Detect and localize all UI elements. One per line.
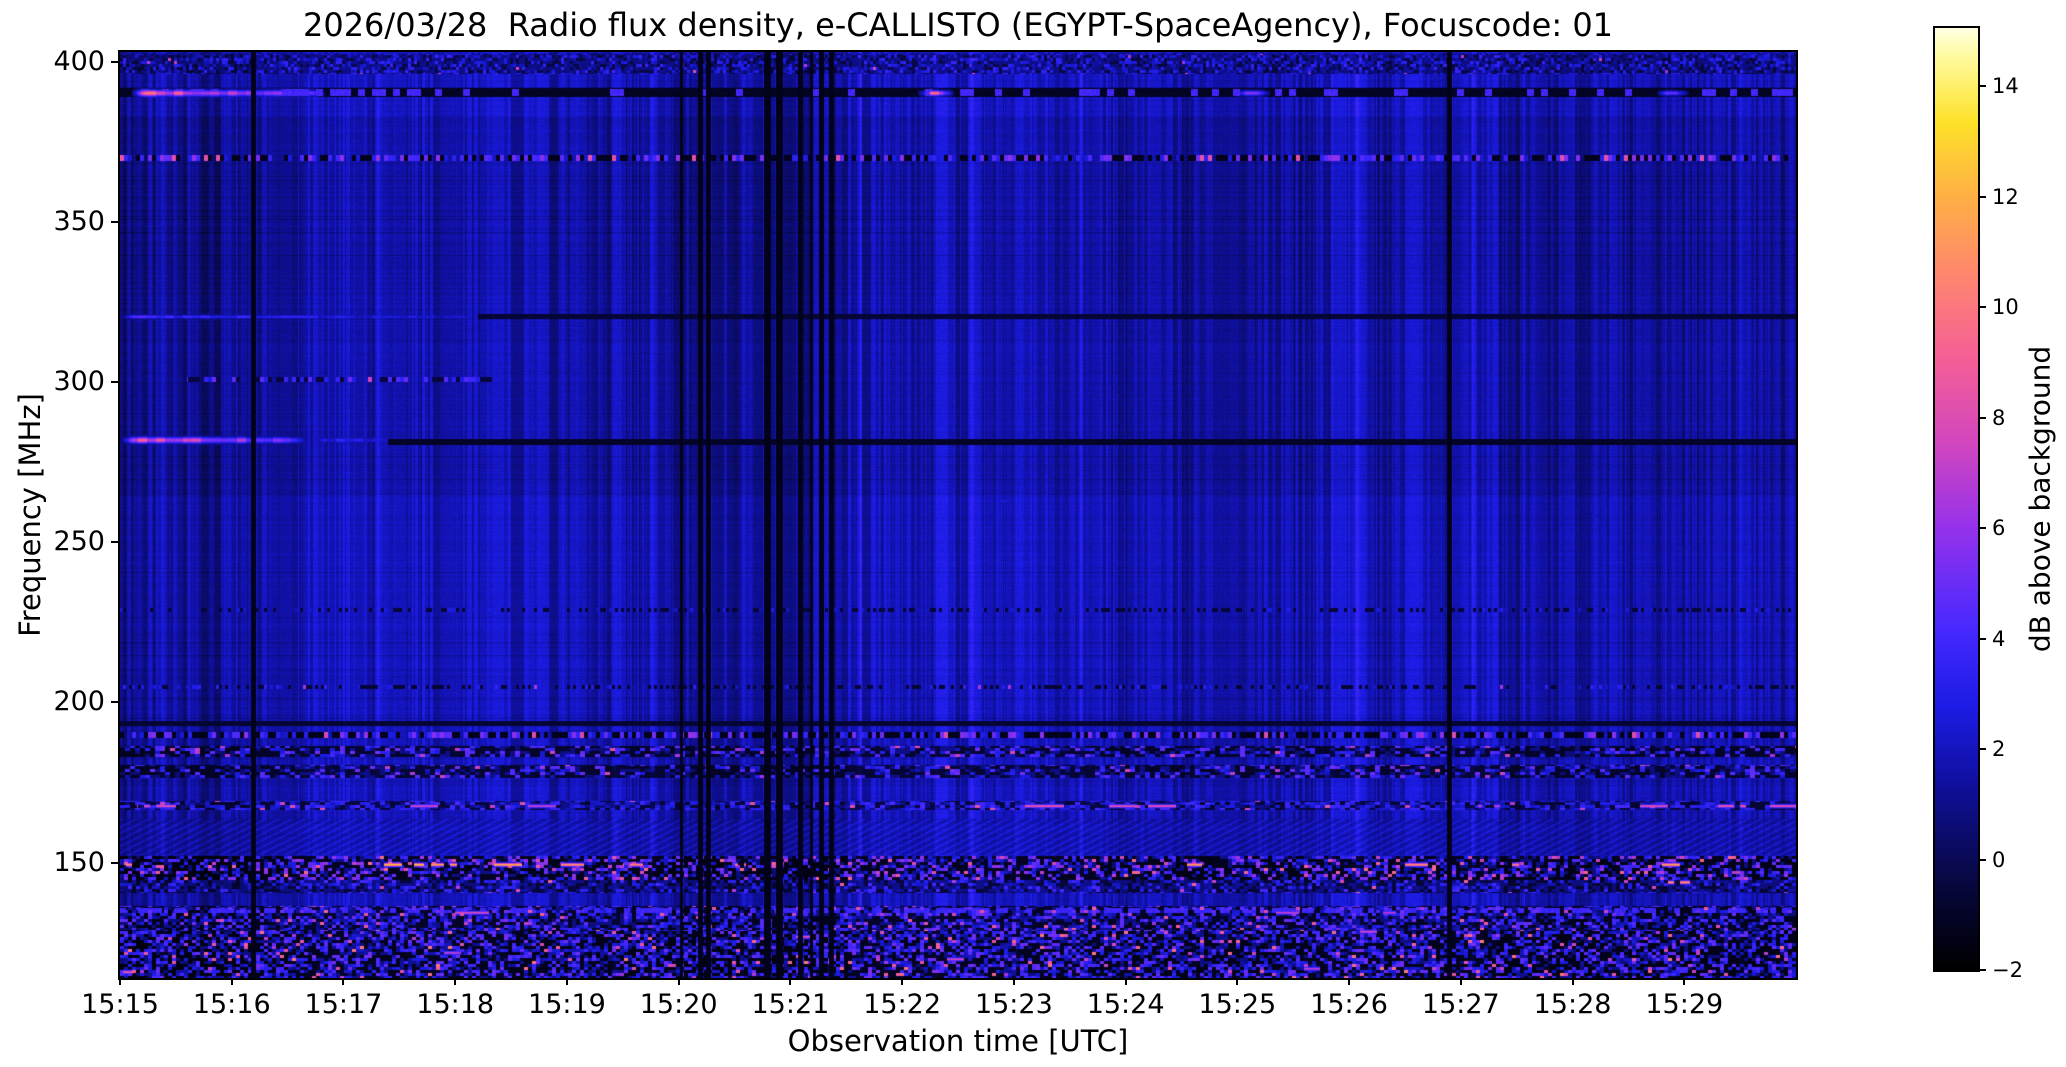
colorbar-tick-label: 8 — [1992, 405, 2006, 430]
x-axis-label: Observation time [UTC] — [787, 1024, 1129, 1058]
x-tick-label: 15:22 — [863, 989, 942, 1020]
x-tick-mark — [901, 978, 904, 985]
y-tick-mark — [111, 541, 118, 544]
colorbar-tick-mark — [1980, 969, 1986, 971]
y-axis-label: Frequency [MHz] — [13, 393, 47, 637]
colorbar-tick-mark — [1980, 748, 1986, 750]
x-tick-mark — [789, 978, 792, 985]
y-tick-mark — [111, 381, 118, 384]
x-tick-mark — [1348, 978, 1351, 985]
x-tick-label: 15:27 — [1421, 989, 1500, 1020]
x-tick-label: 15:23 — [974, 989, 1053, 1020]
colorbar-tick-mark — [1980, 637, 1986, 640]
x-tick-label: 15:28 — [1533, 989, 1612, 1020]
colorbar-tick-mark — [1980, 306, 1986, 308]
colorbar-tick-label: 0 — [1992, 847, 2006, 872]
x-tick-mark — [1012, 978, 1015, 985]
page-title: 2026/03/28 Radio flux density, e-CALLIST… — [302, 6, 1614, 44]
colorbar-tick-label: 2 — [1992, 737, 2006, 761]
colorbar-tick-label: −2 — [1992, 958, 2023, 982]
colorbar-tick-mark — [1980, 85, 1986, 87]
x-tick-mark — [1571, 978, 1574, 985]
y-tick-mark — [111, 701, 118, 704]
x-tick-mark — [565, 978, 568, 985]
plot-frame — [118, 50, 1798, 980]
x-tick-label: 15:16 — [192, 989, 271, 1020]
colorbar-tick-mark — [1980, 195, 1986, 198]
colorbar-label: dB above background — [2023, 345, 2057, 653]
x-tick-label: 15:21 — [751, 989, 830, 1020]
x-tick-label: 15:29 — [1645, 989, 1724, 1020]
colorbar-tick-label: 10 — [1992, 295, 2019, 319]
x-tick-mark — [454, 978, 457, 985]
colorbar-tick-label: 6 — [1992, 516, 2006, 540]
y-tick-mark — [111, 60, 118, 63]
y-tick-label: 200 — [53, 686, 105, 718]
spectrogram-heatmap — [120, 52, 1796, 978]
colorbar-frame — [1933, 26, 1980, 972]
x-tick-mark — [1236, 978, 1239, 985]
y-tick-mark — [111, 220, 118, 223]
colorbar-tick-mark — [1980, 416, 1986, 419]
y-tick-label: 400 — [53, 45, 105, 77]
colorbar-tick-label: 14 — [1992, 74, 2019, 98]
x-tick-label: 15:26 — [1310, 989, 1388, 1020]
x-tick-mark — [1683, 978, 1686, 985]
y-tick-label: 150 — [53, 846, 105, 878]
x-tick-label: 15:18 — [416, 989, 495, 1020]
x-tick-label: 15:20 — [639, 989, 718, 1020]
x-tick-mark — [230, 978, 233, 985]
x-tick-mark — [119, 978, 121, 985]
y-tick-mark — [111, 861, 118, 864]
x-tick-mark — [677, 978, 680, 985]
x-tick-mark — [1124, 978, 1127, 985]
colorbar-tick-label: 4 — [1992, 626, 2006, 651]
colorbar-tick-mark — [1980, 527, 1986, 529]
x-tick-label: 15:24 — [1086, 989, 1165, 1020]
x-tick-label: 15:25 — [1198, 989, 1277, 1020]
x-tick-label: 15:17 — [304, 989, 383, 1020]
y-tick-label: 250 — [53, 526, 105, 558]
y-tick-label: 300 — [53, 366, 105, 398]
colorbar-tick-mark — [1980, 858, 1986, 861]
x-tick-label: 15:19 — [528, 989, 606, 1020]
x-tick-mark — [342, 978, 345, 985]
x-tick-mark — [1459, 978, 1462, 985]
colorbar-gradient — [1935, 28, 1978, 970]
y-tick-label: 350 — [53, 205, 105, 237]
colorbar-tick-label: 12 — [1992, 184, 2019, 209]
x-tick-label: 15:15 — [81, 989, 159, 1020]
